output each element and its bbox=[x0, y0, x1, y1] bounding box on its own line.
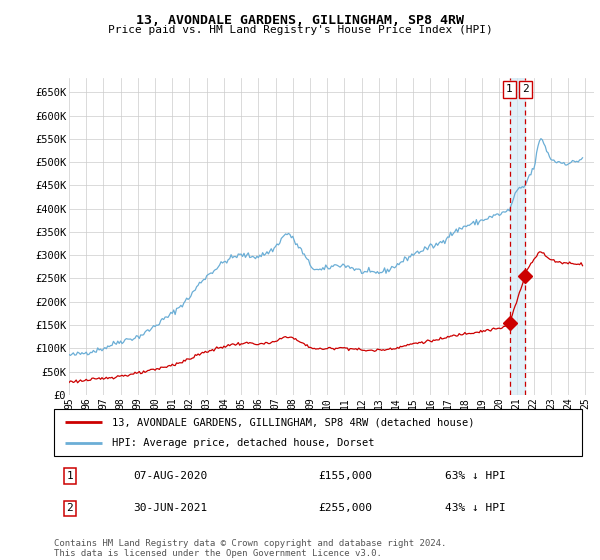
Text: 2: 2 bbox=[522, 85, 529, 95]
Text: 1: 1 bbox=[506, 85, 513, 95]
Text: 63% ↓ HPI: 63% ↓ HPI bbox=[445, 471, 505, 481]
Text: 13, AVONDALE GARDENS, GILLINGHAM, SP8 4RW: 13, AVONDALE GARDENS, GILLINGHAM, SP8 4R… bbox=[136, 14, 464, 27]
Text: HPI: Average price, detached house, Dorset: HPI: Average price, detached house, Dors… bbox=[112, 438, 374, 448]
Text: 43% ↓ HPI: 43% ↓ HPI bbox=[445, 503, 505, 514]
Text: Price paid vs. HM Land Registry's House Price Index (HPI): Price paid vs. HM Land Registry's House … bbox=[107, 25, 493, 35]
Text: 30-JUN-2021: 30-JUN-2021 bbox=[133, 503, 208, 514]
Text: 2: 2 bbox=[67, 503, 73, 514]
Text: Contains HM Land Registry data © Crown copyright and database right 2024.
This d: Contains HM Land Registry data © Crown c… bbox=[54, 539, 446, 558]
Text: £155,000: £155,000 bbox=[318, 471, 372, 481]
Bar bbox=[510, 78, 525, 395]
Text: 13, AVONDALE GARDENS, GILLINGHAM, SP8 4RW (detached house): 13, AVONDALE GARDENS, GILLINGHAM, SP8 4R… bbox=[112, 417, 475, 427]
Text: 1: 1 bbox=[67, 471, 73, 481]
Text: 07-AUG-2020: 07-AUG-2020 bbox=[133, 471, 208, 481]
Text: £255,000: £255,000 bbox=[318, 503, 372, 514]
